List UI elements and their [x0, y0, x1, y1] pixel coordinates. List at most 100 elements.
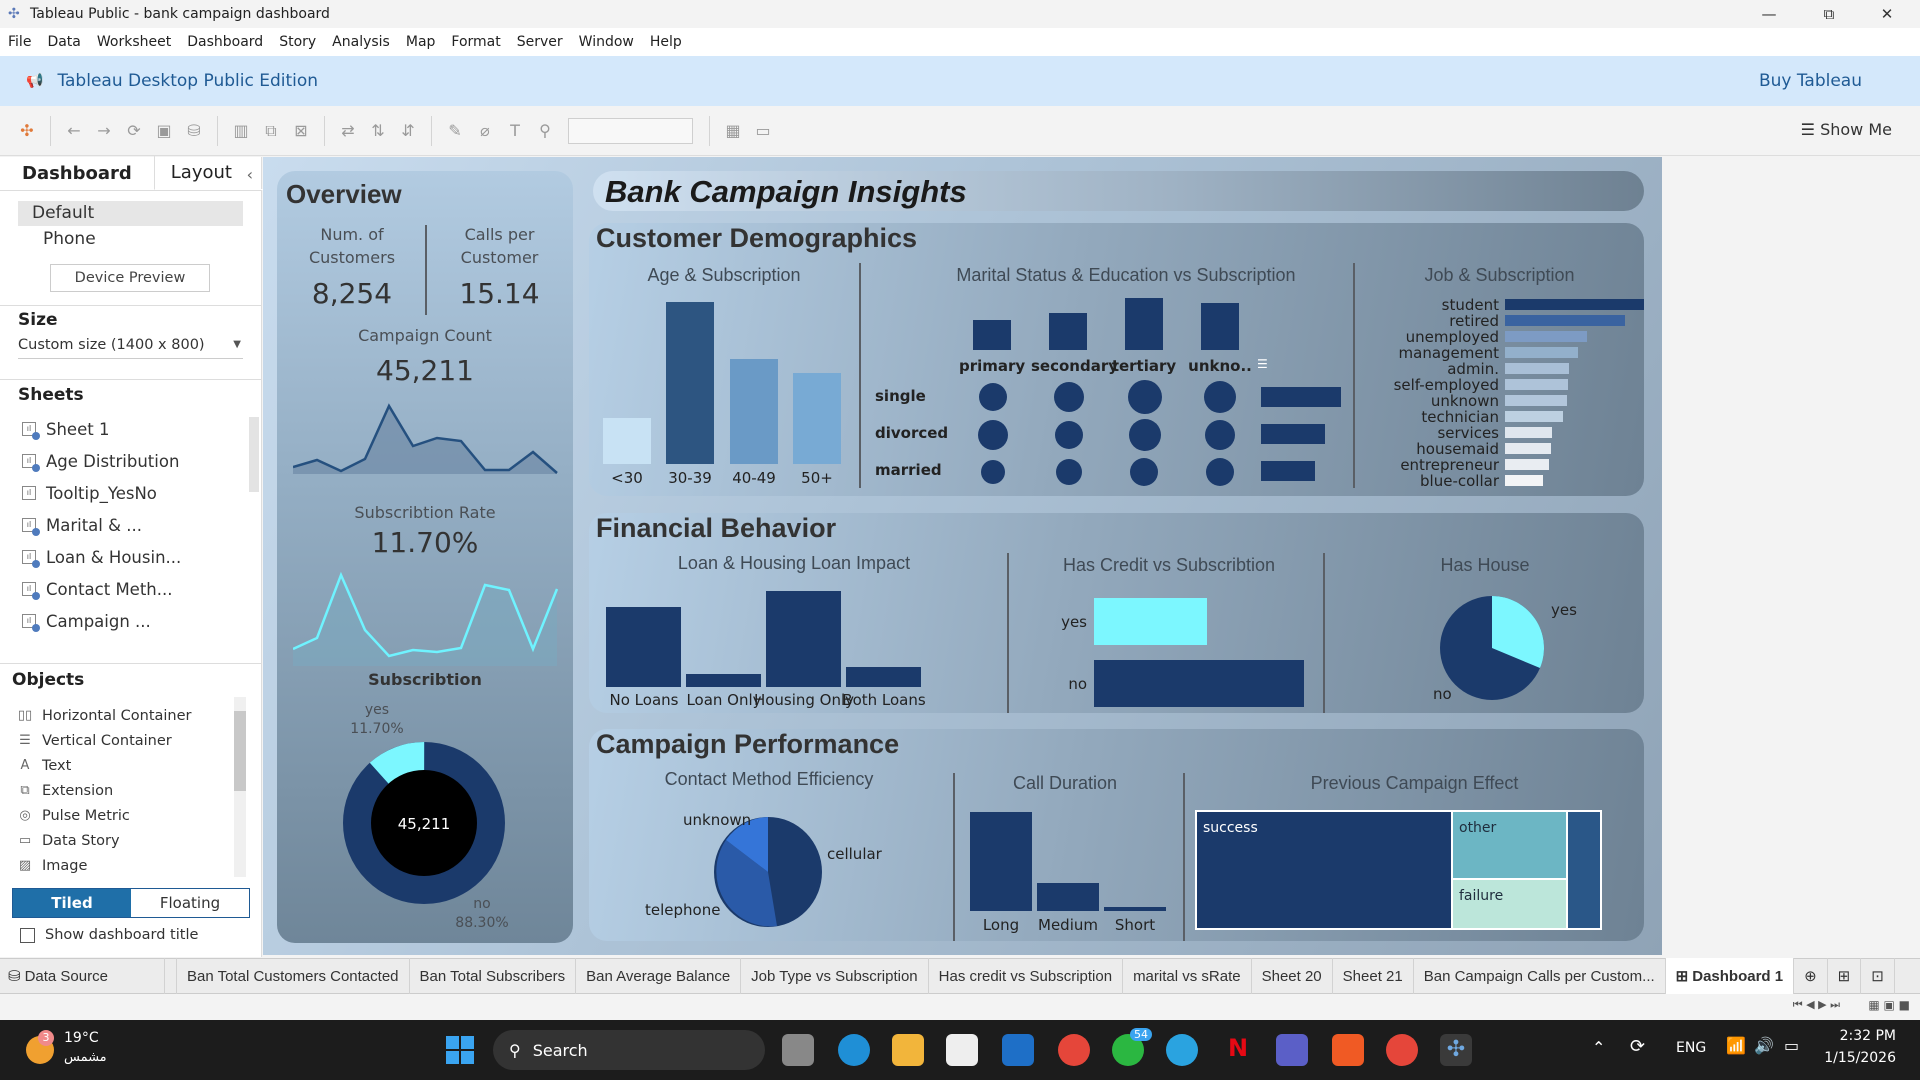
objects-scrollbar[interactable]: [234, 697, 246, 877]
sheet-tab[interactable]: marital vs sRate: [1123, 958, 1252, 994]
sheet-tab[interactable]: Sheet 21: [1333, 958, 1414, 994]
menu-dashboard[interactable]: Dashboard: [187, 34, 264, 50]
new-worksheet-button[interactable]: ⊕: [1794, 958, 1828, 994]
menu-analysis[interactable]: Analysis: [332, 34, 390, 50]
new-story-button[interactable]: ⊡: [1861, 958, 1895, 994]
maximize-button[interactable]: ⧉: [1823, 5, 1835, 23]
sheet-tab[interactable]: Sheet 20: [1252, 958, 1333, 994]
task-view-icon[interactable]: [782, 1034, 814, 1066]
loan-bar-no-loans[interactable]: [606, 607, 681, 687]
sheet-tab[interactable]: Job Type vs Subscription: [741, 958, 929, 994]
swap-icon[interactable]: ⇄: [341, 121, 355, 140]
wifi-icon[interactable]: 📶: [1726, 1036, 1746, 1055]
clear-sheet-icon[interactable]: ⊠: [294, 121, 308, 140]
sheet-item[interactable]: ıl Marital & ...: [0, 509, 250, 541]
tiled-button[interactable]: Tiled: [13, 889, 131, 917]
device-phone[interactable]: Phone: [43, 229, 96, 249]
campaign-count-sparkline[interactable]: [293, 401, 559, 481]
marital-edu-circle[interactable]: [979, 383, 1007, 411]
menu-window[interactable]: Window: [578, 34, 634, 50]
windows-start-icon[interactable]: [446, 1036, 474, 1064]
house-pie-chart[interactable]: [1439, 595, 1545, 701]
job-bar[interactable]: [1505, 411, 1563, 422]
job-bar[interactable]: [1505, 427, 1552, 438]
brave-icon[interactable]: [1332, 1034, 1364, 1066]
tab-layout[interactable]: Layout: [153, 156, 272, 190]
loan-bar-loan-only[interactable]: [686, 674, 761, 687]
age-bar-under-30[interactable]: [603, 418, 651, 464]
marital-edu-circle[interactable]: [981, 460, 1005, 484]
presentation-mode-icon[interactable]: ▭: [755, 121, 771, 140]
replay-icon[interactable]: ⟳: [127, 121, 141, 140]
education-bar-primary[interactable]: [973, 320, 1011, 350]
close-button[interactable]: ✕: [1880, 5, 1894, 23]
file-explorer-icon[interactable]: [892, 1034, 924, 1066]
treemap-unknown[interactable]: [1568, 812, 1600, 928]
store-icon[interactable]: [946, 1034, 978, 1066]
credit-bar-yes[interactable]: [1094, 598, 1207, 645]
add-datasource-icon[interactable]: ⛁: [187, 121, 201, 140]
contact-method-pie-chart[interactable]: [713, 816, 823, 928]
marital-edu-circle[interactable]: [1055, 421, 1083, 449]
sheet-item[interactable]: ıl Sheet 1: [0, 413, 250, 445]
menu-file[interactable]: File: [8, 34, 32, 50]
save-icon[interactable]: ▣: [156, 121, 172, 140]
tab-data-source[interactable]: ⛁ Data Source: [0, 958, 165, 994]
pin-icon[interactable]: ⚲: [539, 121, 551, 140]
tab-dashboard[interactable]: Dashboard: [22, 163, 132, 184]
sheet-tab[interactable]: Ban Total Subscribers: [410, 958, 577, 994]
job-bar[interactable]: [1505, 379, 1568, 390]
marital-edu-circle[interactable]: [1056, 459, 1082, 485]
marital-total-bar-married[interactable]: [1261, 461, 1315, 481]
object-text[interactable]: A Text: [0, 753, 240, 778]
job-bar[interactable]: [1505, 475, 1543, 486]
floating-button[interactable]: Floating: [131, 889, 249, 917]
sheet-item[interactable]: ıl Contact Meth...: [0, 573, 250, 605]
minimize-button[interactable]: —: [1761, 5, 1777, 23]
sort-desc-icon[interactable]: ⇵: [401, 121, 415, 140]
sheet-item[interactable]: ıl Loan & Housin...: [0, 541, 250, 573]
chrome-icon[interactable]: [1058, 1034, 1090, 1066]
age-bar-40-49[interactable]: [730, 359, 778, 464]
job-bar[interactable]: [1505, 459, 1549, 470]
show-me-button[interactable]: ☰ Show Me: [1801, 120, 1892, 139]
loan-bar-housing-only[interactable]: [766, 591, 841, 687]
menu-map[interactable]: Map: [405, 34, 436, 50]
object-vertical-container[interactable]: ☰ Vertical Container: [0, 728, 240, 753]
treemap-success[interactable]: success: [1197, 812, 1451, 928]
marital-edu-circle[interactable]: [1205, 420, 1235, 450]
sheet-tab[interactable]: Ban Average Balance: [576, 958, 742, 994]
job-bar[interactable]: [1505, 299, 1644, 310]
netflix-icon[interactable]: N: [1228, 1034, 1249, 1062]
outlook-icon[interactable]: [1002, 1034, 1034, 1066]
collapse-panel-icon[interactable]: ‹: [246, 165, 253, 184]
treemap-other[interactable]: other: [1453, 812, 1566, 878]
education-bar-secondary[interactable]: [1049, 313, 1087, 350]
job-bar[interactable]: [1505, 347, 1578, 358]
education-bar-tertiary[interactable]: [1125, 298, 1163, 350]
age-bar-50-plus[interactable]: [793, 373, 841, 464]
age-bar-30-39[interactable]: [666, 302, 714, 464]
redo-icon[interactable]: →: [97, 121, 111, 140]
show-title-checkbox[interactable]: [20, 927, 35, 943]
edge-icon[interactable]: [838, 1034, 870, 1066]
show-cards-icon[interactable]: ▦: [725, 121, 741, 140]
marital-total-bar-single[interactable]: [1261, 387, 1341, 407]
show-hidden-icons[interactable]: ⌃: [1592, 1038, 1606, 1057]
taskbar-search[interactable]: ⚲ Search: [493, 1030, 765, 1070]
job-bar[interactable]: [1505, 331, 1587, 342]
job-bar[interactable]: [1505, 315, 1625, 326]
object-horizontal-container[interactable]: ▯▯ Horizontal Container: [0, 703, 240, 728]
device-preview-button[interactable]: Device Preview: [50, 264, 210, 292]
education-bar-unknown[interactable]: [1201, 303, 1239, 350]
sheet-item[interactable]: ıl Age Distribution: [0, 445, 250, 477]
device-default[interactable]: Default: [18, 201, 243, 226]
marital-edu-circle[interactable]: [1204, 381, 1236, 413]
marital-edu-circle[interactable]: [1054, 382, 1084, 412]
sync-icon[interactable]: ⟳: [1630, 1036, 1646, 1057]
object-image[interactable]: ▨ Image: [0, 853, 240, 878]
sheet-tab[interactable]: Ban Campaign Calls per Custom...: [1414, 958, 1666, 994]
volume-icon[interactable]: 🔊: [1754, 1036, 1774, 1055]
tableau-taskbar-icon[interactable]: ✣: [1440, 1034, 1472, 1066]
object-extension[interactable]: ⧉ Extension: [0, 778, 240, 803]
